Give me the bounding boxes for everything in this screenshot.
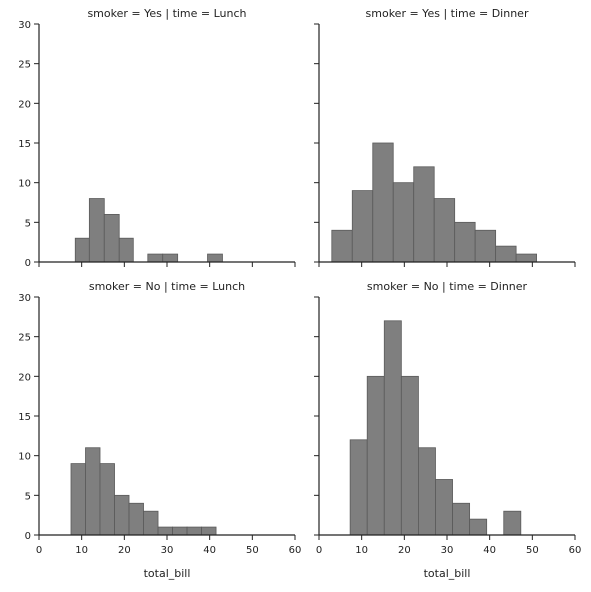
histogram-bar (128, 502, 144, 536)
histogram-bar (495, 245, 517, 263)
histogram-bar (418, 447, 436, 536)
histogram-bar (85, 447, 101, 536)
x-tick-label: 10 (355, 545, 368, 556)
histogram-bar (103, 213, 120, 263)
histogram-bar (201, 526, 217, 536)
x-axis-label: total_bill (144, 567, 191, 580)
histogram-bar (435, 479, 453, 536)
histogram-bar (392, 182, 415, 263)
histogram-bar (88, 198, 105, 263)
histogram-bar (70, 463, 86, 536)
y-tick-label: 5 (25, 218, 31, 229)
panel-title: smoker = Yes | time = Lunch (87, 7, 246, 20)
histogram-bar (351, 190, 374, 263)
histogram-bar (400, 375, 419, 536)
histogram-bar (454, 221, 476, 263)
y-tick-label: 0 (25, 258, 31, 269)
y-tick-label: 25 (18, 60, 31, 71)
histogram-bar (452, 502, 471, 536)
histogram-bar (207, 253, 223, 263)
facet-panel-1: 0 5 10 15 20 25 30 smoker = Yes | time = Lunch (18, 7, 296, 269)
histogram-bar (147, 253, 164, 263)
x-tick-label: 40 (483, 545, 496, 556)
y-tick-label: 0 (25, 531, 31, 542)
x-tick-label: 60 (569, 545, 582, 556)
facet-panel-4: 0 10 20 30 40 50 60 smoker = No | time = Dinner… (314, 280, 581, 580)
x-tick-label: 20 (118, 545, 131, 556)
x-tick-label: 50 (246, 545, 259, 556)
x-tick-label: 30 (441, 545, 454, 556)
x-tick-label: 60 (289, 545, 302, 556)
histogram-bar (474, 229, 497, 263)
y-tick-label: 10 (18, 179, 31, 190)
histogram-bar (383, 320, 402, 536)
x-tick-label: 50 (526, 545, 539, 556)
histogram-bar (157, 526, 173, 536)
histogram-bar (366, 375, 385, 536)
histogram-bar (99, 463, 115, 536)
panel-title: smoker = Yes | time = Dinner (366, 7, 529, 20)
histogram-bar (143, 510, 159, 536)
histogram-bar (433, 198, 456, 263)
y-tick-label: 10 (18, 452, 31, 463)
x-tick-label: 40 (203, 545, 216, 556)
x-tick-label: 0 (316, 545, 322, 556)
histogram-bar (186, 526, 202, 536)
y-tick-label: 5 (25, 491, 31, 502)
histogram-bar (503, 510, 522, 536)
y-tick-label: 30 (18, 293, 31, 304)
x-tick-label: 30 (161, 545, 174, 556)
histogram-bar (372, 142, 394, 263)
facet-panel-2: smoker = Yes | time = Dinner (314, 7, 576, 267)
histogram-bar (118, 237, 134, 263)
facet-panel-3: 0 5 10 15 20 25 30 0 10 20 30 40 50 60 smoker = No | t… (18, 280, 301, 580)
histogram-bar (172, 526, 188, 536)
y-tick-label: 20 (18, 372, 31, 383)
x-tick-label: 20 (398, 545, 411, 556)
y-tick-label: 20 (18, 99, 31, 110)
histogram-bar (162, 253, 179, 263)
histogram-bar (349, 439, 368, 536)
histogram-bar (515, 253, 537, 263)
x-tick-label: 0 (36, 545, 42, 556)
histogram-bar (413, 166, 435, 263)
histogram-bar (114, 494, 130, 536)
y-tick-label: 25 (18, 333, 31, 344)
panel-title: smoker = No | time = Lunch (89, 280, 245, 293)
y-tick-label: 15 (18, 412, 31, 423)
histogram-bar (331, 229, 353, 263)
histogram-bar (74, 237, 90, 263)
x-axis-label: total_bill (424, 567, 471, 580)
panel-title: smoker = No | time = Dinner (367, 280, 528, 293)
x-tick-label: 10 (75, 545, 88, 556)
y-tick-label: 30 (18, 20, 31, 31)
histogram-bar (469, 518, 488, 536)
y-tick-label: 15 (18, 139, 31, 150)
